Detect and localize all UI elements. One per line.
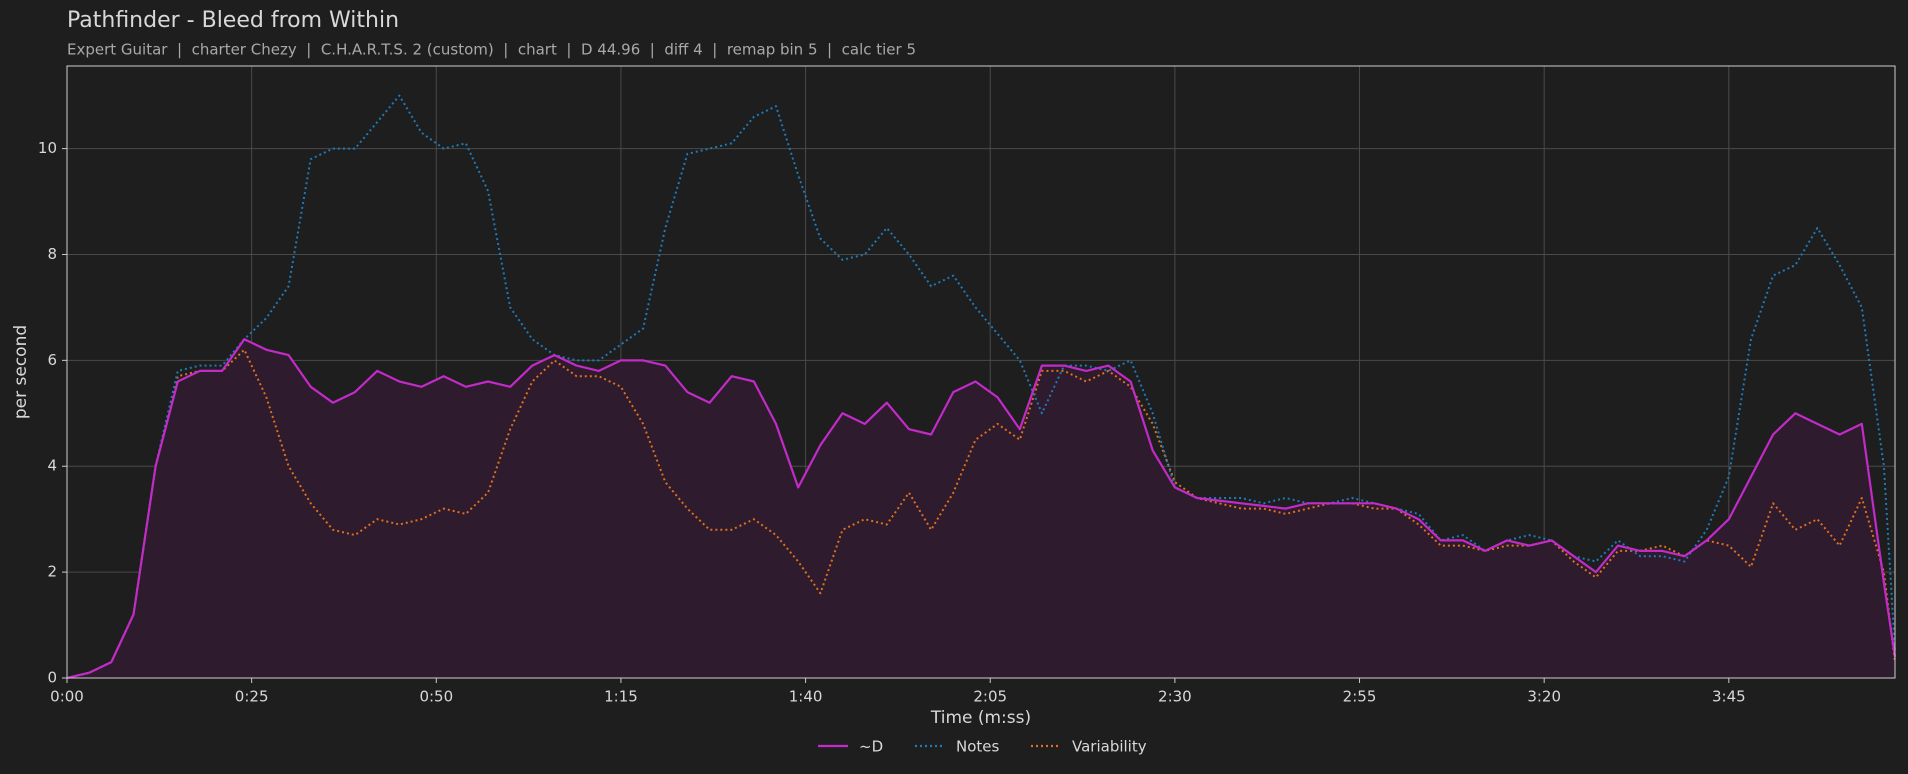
chart-subtitle: Expert Guitar | charter Chezy | C.H.A.R.… xyxy=(67,41,916,59)
line xyxy=(66,94,1896,679)
line xyxy=(66,348,1896,679)
y-tick-label: 2 xyxy=(47,563,57,581)
legend-label: Notes xyxy=(956,738,1000,756)
y-axis-label: per second xyxy=(11,325,31,419)
x-tick-label: 2:55 xyxy=(1343,688,1377,706)
x-tick-label: 0:25 xyxy=(235,688,269,706)
line xyxy=(66,338,1897,680)
x-tick-label: 1:40 xyxy=(789,688,823,706)
legend-label: Variability xyxy=(1072,738,1147,756)
legend-label: ~D xyxy=(859,738,883,756)
plot-frame xyxy=(66,65,1896,679)
y-tick-label: 10 xyxy=(38,139,57,157)
x-tick-label: 3:20 xyxy=(1527,688,1561,706)
x-axis-label: Time (m:ss) xyxy=(930,708,1031,728)
x-tick-label: 0:50 xyxy=(419,688,453,706)
y-tick-label: 8 xyxy=(47,245,57,263)
x-tick-label: 2:30 xyxy=(1158,688,1192,706)
chart-title: Pathfinder - Bleed from Within xyxy=(67,8,399,33)
y-tick-label: 6 xyxy=(47,351,57,369)
y-tick-label: 4 xyxy=(47,457,57,475)
x-tick-label: 1:15 xyxy=(604,688,638,706)
x-tick-label: 0:00 xyxy=(50,688,84,706)
x-tick-label: 2:05 xyxy=(973,688,1007,706)
x-tick-label: 3:45 xyxy=(1712,688,1746,706)
area xyxy=(67,339,1895,678)
y-tick-label: 0 xyxy=(47,669,57,687)
